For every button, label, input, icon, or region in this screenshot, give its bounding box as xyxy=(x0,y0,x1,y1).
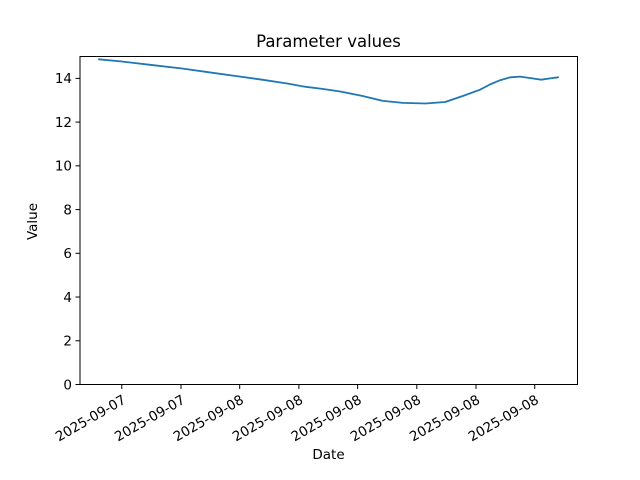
y-tick-label: 14 xyxy=(55,71,72,87)
chart-title: Parameter values xyxy=(256,32,401,51)
y-tick-label: 10 xyxy=(55,159,72,175)
plot-frame xyxy=(79,56,578,385)
y-tick-label: 6 xyxy=(63,246,72,262)
y-axis-label: Value xyxy=(25,203,41,240)
y-tick-label: 2 xyxy=(63,334,72,350)
y-tick-label: 8 xyxy=(63,202,72,218)
y-tick-label: 4 xyxy=(63,290,72,306)
series-line xyxy=(98,58,559,105)
y-tick-label: 12 xyxy=(55,115,72,131)
y-tick-label: 0 xyxy=(63,377,72,393)
x-axis-label: Date xyxy=(312,447,344,463)
